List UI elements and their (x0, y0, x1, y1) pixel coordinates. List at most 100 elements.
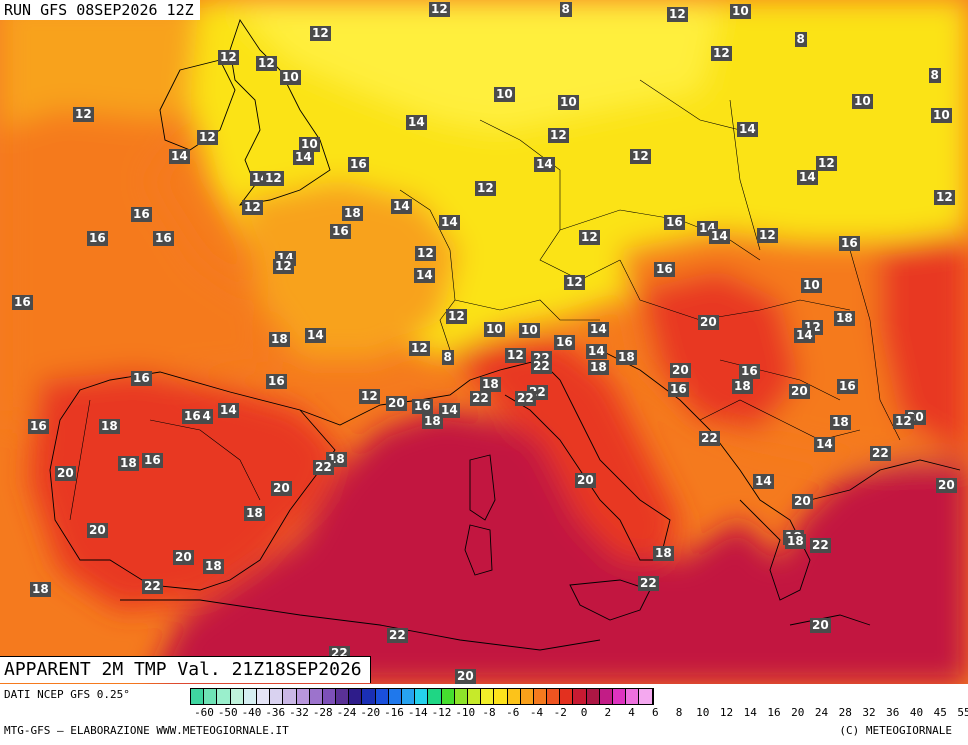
temperature-label: 18 (99, 419, 120, 434)
temperature-label: 16 (664, 215, 685, 230)
temperature-label: 10 (494, 87, 515, 102)
color-scale-swatch (217, 689, 231, 704)
temperature-label: 22 (470, 391, 491, 406)
temperature-label: 18 (653, 546, 674, 561)
color-scale-swatch (599, 689, 613, 704)
temperature-label: 16 (153, 231, 174, 246)
temperature-label: 20 (810, 618, 831, 633)
temperature-label: 12 (415, 246, 436, 261)
color-scale-tick-label: -6 (506, 706, 520, 719)
temperature-label: 12 (218, 50, 239, 65)
temperature-label: 12 (256, 56, 277, 71)
temperature-label: 16 (87, 231, 108, 246)
temperature-label: 18 (588, 360, 609, 375)
color-scale-swatch (402, 689, 416, 704)
temperature-label: 12 (757, 228, 778, 243)
temperature-label: 16 (837, 379, 858, 394)
color-scale-tick-label: -28 (312, 706, 333, 719)
temperature-label: 14 (414, 268, 435, 283)
temperature-label: 12 (893, 414, 914, 429)
color-scale-tick-label: 20 (791, 706, 805, 719)
temperature-label: 14 (534, 157, 555, 172)
temperature-label: 14 (305, 328, 326, 343)
color-scale-swatch (507, 689, 521, 704)
temperature-label: 18 (830, 415, 851, 430)
temperature-label: 10 (484, 322, 505, 337)
temperature-label: 10 (852, 94, 873, 109)
temperature-label: 16 (412, 399, 433, 414)
temperature-label: 12 (579, 230, 600, 245)
color-scale-tick-label: 36 (886, 706, 900, 719)
amber-field-france (240, 180, 460, 360)
color-scale-swatch (494, 689, 508, 704)
color-scale-tick-label: 2 (604, 706, 612, 719)
temperature-label: 10 (730, 4, 751, 19)
temperature-label: 18 (785, 534, 806, 549)
temperature-label: 16 (348, 157, 369, 172)
temperature-label: 12 (505, 348, 526, 363)
temperature-label: 14 (391, 199, 412, 214)
country-borders (69, 79, 901, 521)
color-scale-swatch (230, 689, 244, 704)
temperature-label: 16 (266, 374, 287, 389)
color-scale-swatch (322, 689, 337, 704)
temperature-label: 18 (118, 456, 139, 471)
temperature-label: 12 (711, 46, 732, 61)
temperature-label: 20 (789, 384, 810, 399)
temperature-label: 8 (441, 350, 454, 365)
temperature-label: 14 (709, 229, 730, 244)
temperature-label: 20 (173, 550, 194, 565)
temperature-label: 14 (814, 437, 835, 452)
temperature-label: 8 (928, 68, 941, 83)
temperature-label: 22 (810, 538, 831, 553)
temperature-label: 22 (699, 431, 720, 446)
temperature-label: 12 (429, 2, 450, 17)
temperature-label: 20 (792, 494, 813, 509)
color-scale-tick-label: 14 (743, 706, 757, 719)
temperature-label: 18 (30, 582, 51, 597)
temperature-label: 12 (273, 259, 294, 274)
color-scale-swatch (454, 689, 468, 704)
credit-text: MTG-GFS — ELABORAZIONE WWW.METEOGIORNALE… (4, 724, 289, 737)
color-scale-tick-label: 16 (767, 706, 781, 719)
temperature-label: 22 (142, 579, 163, 594)
temperature-label: 22 (870, 446, 891, 461)
temperature-label: 16 (554, 335, 575, 350)
color-scale-swatch (415, 689, 429, 704)
temperature-label: 22 (387, 628, 408, 643)
temperature-label: 18 (616, 350, 637, 365)
temperature-label: 18 (342, 206, 363, 221)
color-scale-tick-label: 0 (580, 706, 588, 719)
legend-footer: DATI NCEP GFS 0.25° -60 -50 -40 -36 -32 -28 -2… (0, 684, 968, 745)
color-scale-tick-label: 45 (933, 706, 947, 719)
temperature-label: 18 (203, 559, 224, 574)
temperature-label: 10 (801, 278, 822, 293)
temperature-label: 16 (654, 262, 675, 277)
temperature-label: 14 (753, 474, 774, 489)
temperature-label: 12 (242, 200, 263, 215)
color-scale-tick-label: 10 (696, 706, 710, 719)
temperature-label: 10 (519, 323, 540, 338)
color-scale-swatch (639, 689, 653, 704)
color-scale-swatch (296, 689, 310, 704)
valid-time-title: APPARENT 2M TMP Val. 21Z18SEP2026 (0, 656, 371, 683)
temperature-label: 14 (218, 403, 239, 418)
color-scale-swatch (613, 689, 627, 704)
color-scale-swatch (375, 689, 389, 704)
temperature-label: 12 (667, 7, 688, 22)
color-scale-swatch (481, 689, 495, 704)
temperature-label: 12 (816, 156, 837, 171)
color-scale-tick-label: 28 (838, 706, 852, 719)
temperature-label: 16 (668, 382, 689, 397)
color-scale-tick-label: -14 (407, 706, 428, 719)
red-field-east (880, 240, 968, 460)
tyrrhenian-sea-field (490, 420, 600, 590)
color-scale-swatch (191, 689, 205, 704)
temperature-label: 16 (12, 295, 33, 310)
temperature-label: 14 (586, 344, 607, 359)
temperature-label: 16 (182, 409, 203, 424)
temperature-map: 12 8 12 10 12 8 12 12 12 10 8 10 10 10 12 10 14 14 12 12 10 1… (0, 0, 968, 684)
color-scale-tick-label: 8 (675, 706, 683, 719)
color-scale-swatch (336, 689, 350, 704)
color-scale-swatch (270, 689, 284, 704)
